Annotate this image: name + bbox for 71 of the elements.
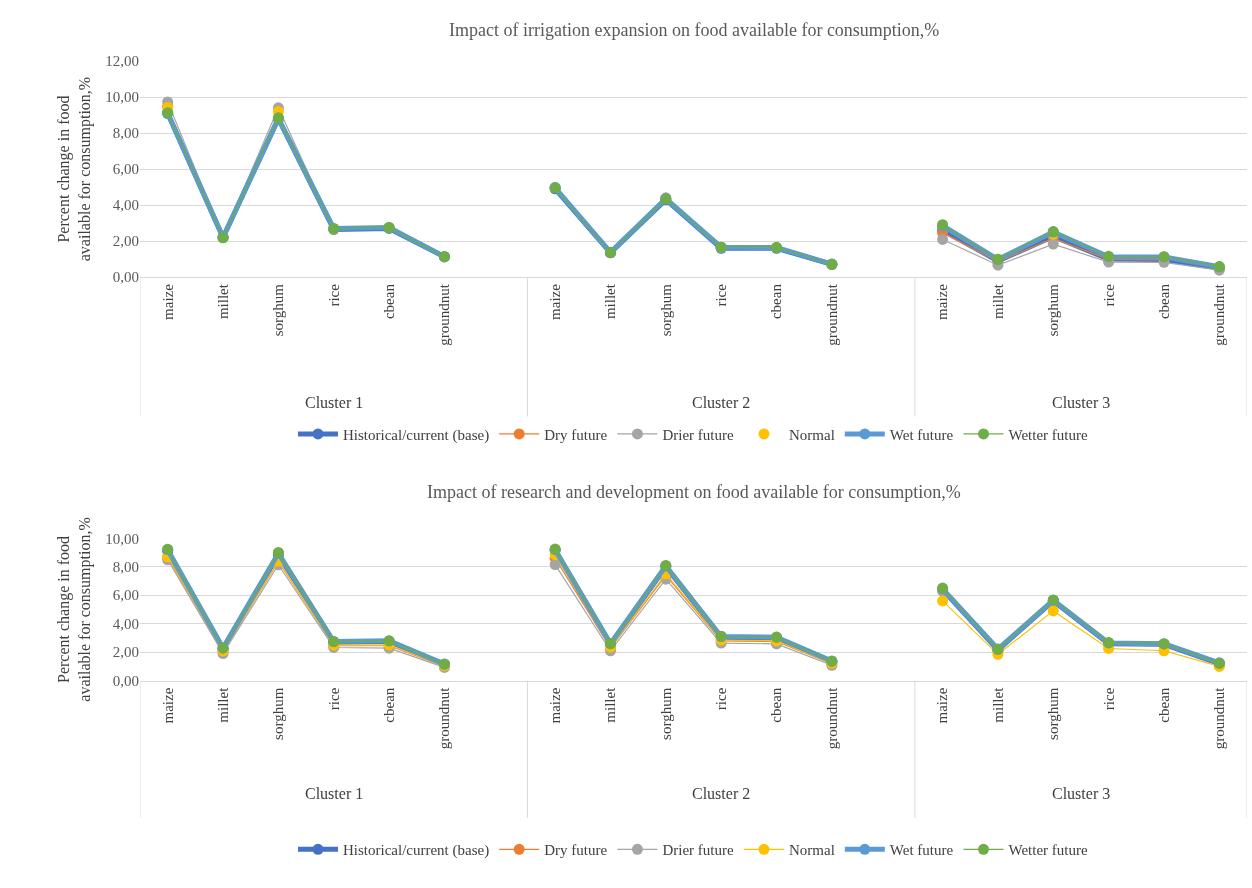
x-tick-label: sorghum	[657, 283, 674, 337]
x-tick-label: millet	[214, 283, 231, 320]
legend-label: Drier future	[662, 426, 734, 443]
x-tick-label: sorghum	[657, 687, 674, 740]
chart-title: Impact of research and development on food available for consumption,%	[427, 482, 961, 502]
y-tick-label: 2,00	[112, 644, 139, 661]
x-tick-label: rice	[325, 283, 342, 307]
x-tick-label: groundnut	[436, 686, 453, 750]
x-tick-label: millet	[214, 686, 231, 723]
x-tick-label: cbean	[380, 283, 397, 320]
text: Cluster 3	[1052, 394, 1111, 411]
x-tick-label: sorghum	[1045, 687, 1062, 740]
x-tick-label: maize	[934, 687, 951, 724]
legend-label: Drier future	[662, 842, 734, 859]
x-tick-label: maize	[547, 687, 564, 724]
x-tick-label: groundnut	[823, 686, 840, 750]
chart-title: Impact of irrigation expansion on food available for consumption,%	[449, 20, 940, 40]
x-tick-label: maize	[547, 283, 564, 320]
legend-label: Dry future	[544, 426, 608, 443]
legend-label: Wetter future	[1008, 842, 1089, 859]
legend-label: Normal	[788, 426, 835, 443]
x-tick-label: rice	[1100, 283, 1117, 307]
x-tick-label: sorghum	[1045, 283, 1062, 337]
x-tick-label: groundnut	[823, 283, 840, 346]
text: Cluster 3	[1052, 785, 1111, 802]
y-tick-label: 0,00	[112, 269, 139, 286]
legend-label: Historical/current (base)	[343, 426, 490, 444]
x-tick-label: groundnut	[436, 283, 453, 346]
legend-label: Wet future	[889, 426, 954, 443]
x-tick-label: cbean	[768, 283, 785, 320]
y-tick-label: 12,00	[105, 53, 139, 70]
y-tick-label: 8,00	[112, 559, 139, 575]
y-tick-label: 0,00	[112, 672, 139, 689]
y-tick-label: 6,00	[112, 161, 139, 178]
x-tick-label: groundnut	[1211, 686, 1228, 750]
x-tick-label: maize	[159, 687, 176, 724]
x-tick-label: sorghum	[270, 687, 287, 740]
y-tick-label: 10,00	[105, 530, 139, 547]
x-tick-label: sorghum	[270, 283, 287, 337]
legend-label: Wetter future	[1008, 426, 1089, 443]
x-tick-label: rice	[713, 687, 730, 711]
x-tick-label: rice	[713, 283, 730, 307]
y-tick-label: 4,00	[112, 615, 139, 632]
x-tick-label: rice	[325, 687, 342, 711]
x-tick-label: maize	[159, 283, 176, 320]
y-tick-label: 10,00	[105, 89, 139, 106]
x-tick-label: cbean	[1155, 283, 1172, 320]
x-tick-label: cbean	[768, 687, 785, 723]
legend-label: Wet future	[889, 842, 954, 859]
y-tick-label: 8,00	[112, 125, 139, 142]
text: Cluster 2	[692, 394, 751, 411]
legend-label: Historical/current (base)	[343, 842, 490, 860]
text: Cluster 2	[692, 785, 751, 802]
y-axis-title: Percent change in food available for consumption,%	[55, 76, 95, 262]
y-axis-title: Percent change in food available for consumption,%	[55, 517, 95, 702]
legend-label: Dry future	[544, 842, 608, 859]
x-tick-label: cbean	[380, 687, 397, 723]
x-tick-label: cbean	[1155, 687, 1172, 723]
x-tick-label: millet	[602, 686, 619, 723]
text: Cluster 1	[305, 785, 364, 802]
x-tick-label: millet	[989, 686, 1006, 723]
text: Cluster 1	[305, 394, 364, 411]
x-tick-label: maize	[934, 283, 951, 320]
y-tick-label: 4,00	[112, 197, 139, 214]
x-tick-label: millet	[989, 283, 1006, 320]
x-tick-label: rice	[1100, 687, 1117, 711]
y-tick-label: 2,00	[112, 233, 139, 250]
legend-label: Normal	[788, 842, 835, 859]
x-tick-label: millet	[602, 283, 619, 320]
x-tick-label: groundnut	[1211, 283, 1228, 346]
y-tick-label: 6,00	[112, 587, 139, 604]
